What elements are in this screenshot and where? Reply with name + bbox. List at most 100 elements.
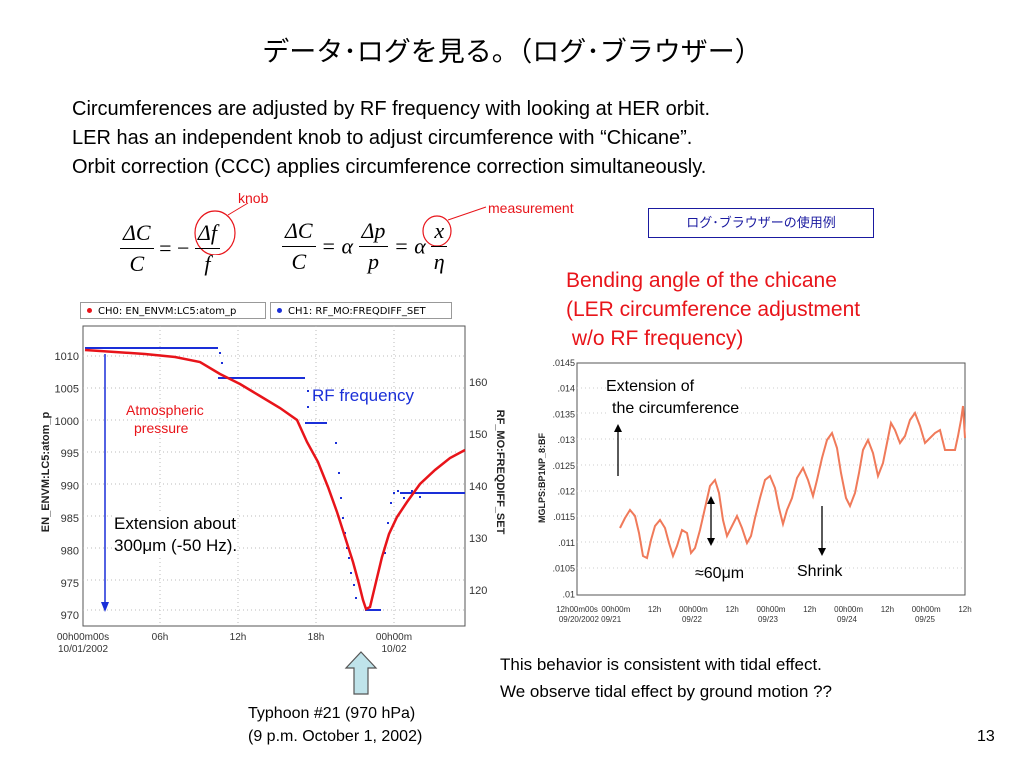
right-chart-y-tick-label: .0145 — [552, 358, 575, 368]
extension-up-arrow-head — [614, 424, 622, 432]
rf-frequency-label: RF frequency — [312, 386, 415, 405]
right-chart-y-tick-label: .0105 — [552, 564, 575, 574]
conclusion-line: This behavior is consistent with tidal e… — [500, 655, 822, 674]
typhoon-caption: Typhoon #21 (970 hPa) (9 p.m. October 1,… — [248, 702, 422, 748]
slide-title: データ･ログを見る。（ログ･ブラウザー） — [262, 37, 762, 68]
extension-arrow-head — [101, 602, 109, 612]
formula-num: Δp — [358, 218, 389, 247]
x-tick-label: 00h00m00s — [57, 632, 109, 643]
right-chart-y-tick-label: .013 — [557, 435, 575, 445]
amplitude-arrow-head-down — [707, 538, 715, 546]
measurement-pointer — [447, 206, 487, 221]
chicane-heading-line: (LER circumference adjustment — [566, 298, 861, 321]
shrink-arrow-head — [818, 548, 826, 556]
extension-label: Extension about 300μm (-50 Hz). — [114, 513, 238, 557]
right-chart-x-tick-labels: 12h00m00s 00h00m 12h 00h00m 12h 00h00m 12h 00h0… — [556, 605, 972, 614]
right-chart-y-tick-labels: .0145 .014 .0135 .013 .0125 .012 .0115 .011 .010… — [552, 358, 575, 599]
typhoon-caption-line: Typhoon #21 (970 hPa) — [248, 705, 416, 722]
right-y-tick-label: 140 — [469, 481, 487, 493]
x-date-label: 09/23 — [758, 615, 779, 624]
measurement-label: measurement — [488, 200, 574, 216]
formula-op: = α — [393, 233, 426, 259]
x-tick-labels: 00h00m00s 06h 12h 18h 00h00m 10/01/2002 … — [57, 632, 412, 655]
page-number: 13 — [977, 728, 995, 745]
chicane-heading-line: Bending angle of the chicane — [566, 269, 837, 292]
atm-label-line: Atmospheric — [126, 402, 204, 418]
formula-den: p — [367, 249, 379, 274]
legend-ch1: CH1: RF_MO:FREQDIFF_SET — [270, 302, 452, 319]
knob-label: knob — [238, 190, 269, 206]
right-chart-y-tick-label: .012 — [557, 487, 575, 497]
left-y-axis-label: EN_ENVM:LC5:atom_p — [40, 412, 52, 533]
x-date-label: 10/02 — [381, 644, 406, 655]
intro-text: Circumferences are adjusted by RF freque… — [72, 95, 710, 182]
legend-ch1-label: CH1: RF_MO:FREQDIFF_SET — [288, 306, 426, 317]
conclusion-text: This behavior is consistent with tidal e… — [500, 651, 832, 705]
x-date-label: 09/24 — [837, 615, 858, 624]
chicane-heading-line: w/o RF frequency) — [566, 327, 744, 350]
left-y-tick-label: 990 — [61, 481, 79, 493]
right-chart-x-tick-label: 12h — [803, 605, 816, 614]
plot-frame — [82, 325, 466, 627]
chicane-angle-chart: .0145.014.0135.013.0125.012.0115.011.010… — [537, 358, 972, 624]
right-chart-x-tick-label: 12h — [881, 605, 894, 614]
legend-ch1-marker — [277, 308, 282, 313]
shrink-label: Shrink — [797, 563, 843, 580]
legend-ch0-marker — [87, 308, 92, 313]
right-chart-y-tick-label: .0125 — [552, 461, 575, 471]
amplitude-label: ≈60μm — [695, 565, 745, 582]
formula-op: = − — [159, 235, 190, 261]
x-date-label: 09/22 — [682, 615, 703, 624]
right-chart-x-tick-label: 12h00m00s — [556, 605, 598, 614]
left-y-tick-label: 1005 — [55, 383, 79, 395]
formula-callouts — [194, 202, 487, 255]
x-tick-label: 06h — [152, 632, 169, 643]
formula-op: = α — [321, 233, 353, 259]
formula-den: η — [433, 249, 445, 274]
intro-line: Orbit correction (CCC) applies circumfer… — [72, 156, 707, 178]
x-tick-label: 00h00m — [376, 632, 412, 643]
knob-pointer — [227, 202, 249, 216]
intro-line: Circumferences are adjusted by RF freque… — [72, 98, 711, 120]
formula-num: ΔC — [120, 220, 154, 249]
x-date-label: 09/20/2002 09/21 — [559, 615, 622, 624]
left-y-tick-label: 1000 — [55, 416, 79, 428]
knob-circle — [194, 210, 236, 255]
right-y-tick-label: 160 — [469, 377, 487, 389]
formula-num: ΔC — [282, 218, 316, 247]
extension-label-line: Extension about — [114, 514, 236, 533]
right-chart-y-axis-label: MGLPS:BP1NP_8:BF — [537, 432, 547, 523]
right-chart-x-tick-label: 00h00m — [601, 605, 630, 614]
right-chart-x-tick-label: 00h00m — [834, 605, 863, 614]
left-y-tick-label: 975 — [61, 578, 79, 590]
atm-label-line: pressure — [134, 420, 189, 436]
left-y-tick-label: 1010 — [55, 351, 79, 363]
typhoon-caption-line: (9 p.m. October 1, 2002) — [248, 728, 423, 745]
extension-label-line: Extension of — [606, 378, 695, 395]
left-y-tick-label: 970 — [61, 610, 79, 622]
chicane-angle-series — [619, 405, 966, 560]
right-chart-x-tick-label: 12h — [648, 605, 661, 614]
right-y-tick-label: 120 — [469, 585, 487, 597]
right-y-tick-label: 130 — [469, 533, 487, 545]
x-date-label: 09/25 — [915, 615, 936, 624]
atmospheric-pressure-label: Atmospheric pressure — [126, 401, 204, 437]
right-chart-x-tick-label: 00h00m — [679, 605, 708, 614]
left-y-tick-labels: 1010 1005 1000 995 990 985 980 975 970 — [55, 351, 79, 622]
right-chart-y-tick-label: .0115 — [553, 512, 575, 522]
x-tick-label: 12h — [230, 632, 247, 643]
right-chart-x-tick-label: 00h00m — [757, 605, 786, 614]
formula-num: Δf — [194, 220, 220, 249]
right-chart-y-tick-label: .011 — [558, 538, 575, 548]
circumference-extension-label: Extension of the circumference — [606, 376, 740, 420]
formula-den: C — [129, 251, 145, 276]
chicane-heading: Bending angle of the chicane (LER circum… — [566, 266, 860, 353]
right-chart-y-tick-label: .014 — [557, 384, 575, 394]
typhoon-up-arrow-icon — [344, 651, 378, 695]
right-chart-x-tick-label: 12h — [958, 605, 971, 614]
formula-num: x — [431, 218, 448, 247]
right-chart-x-date-labels: 09/20/2002 09/21 09/22 09/23 09/24 09/25 — [559, 615, 936, 624]
atmospheric-pressure-series — [84, 348, 466, 611]
pressure-rf-chart: 1010 1005 1000 995 990 985 980 975 970 160 150 140… — [40, 325, 506, 655]
